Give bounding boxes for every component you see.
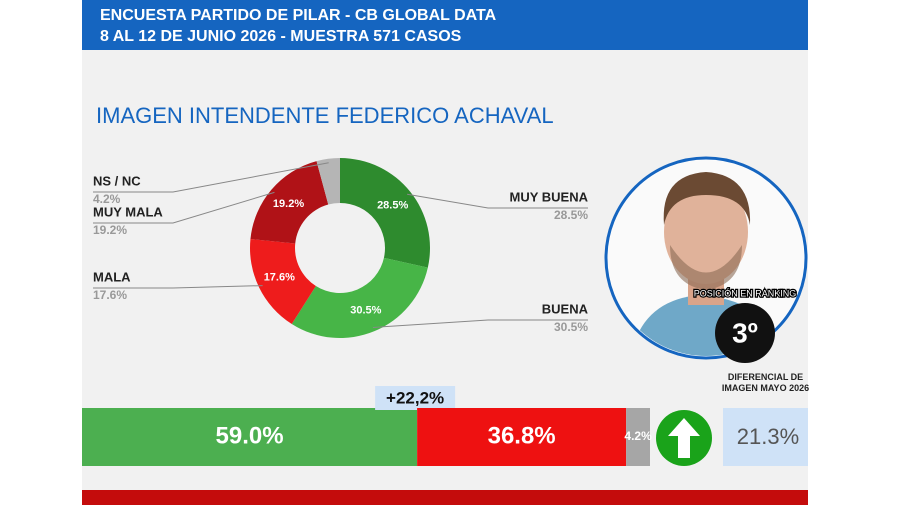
- value-label: 28.5%: [554, 208, 588, 222]
- donut-slice: [316, 158, 340, 205]
- donut-slice: [340, 158, 431, 268]
- diferencial-label: DIFERENCIAL DE IMAGEN MAYO 2026: [721, 372, 810, 393]
- header-line: 8 AL 12 DE JUNIO 2026 - MUESTRA 571 CASO…: [100, 28, 462, 45]
- donut-slice: [250, 161, 329, 244]
- donut-slice: [250, 238, 316, 324]
- category-label: MALA: [93, 269, 131, 284]
- value-label: 4.2%: [93, 192, 121, 206]
- header-line: ENCUESTA PARTIDO DE PILAR - CB GLOBAL DA…: [100, 7, 497, 24]
- annotation-box: [375, 386, 456, 410]
- footer-band: [82, 490, 808, 505]
- bar-label: 36.8%: [488, 422, 556, 449]
- slice-label: 28.5%: [377, 200, 408, 212]
- chart-title: IMAGEN INTENDENTE FEDERICO ACHAVAL: [96, 103, 554, 128]
- leader-line: [93, 191, 275, 224]
- leader-line: [407, 193, 588, 209]
- category-label: BUENA: [542, 301, 589, 316]
- leader-line: [93, 162, 329, 193]
- diferencial-box: [723, 408, 808, 466]
- bar-segment: [82, 408, 418, 466]
- ranking-value: 3º: [732, 317, 758, 348]
- profile: POSICIÓN EN RANKING 3º: [604, 156, 808, 363]
- leader-line: [372, 319, 588, 328]
- annotation: +22,2%: [386, 388, 444, 407]
- value-label: 19.2%: [93, 223, 127, 237]
- category-label: NS / NC: [93, 173, 141, 188]
- up-arrow: [668, 418, 700, 458]
- diferencial-label-box: DIFERENCIAL DE IMAGEN MAYO 2026: [721, 372, 810, 393]
- header-band: [82, 0, 808, 50]
- bar-label: 59.0%: [216, 422, 284, 449]
- value-label: 17.6%: [93, 288, 127, 302]
- slice-label: 30.5%: [350, 304, 381, 316]
- bar-label: 4.2%: [624, 429, 652, 443]
- diferencial-value: 21.3%: [737, 424, 799, 449]
- ranking-badge: [715, 303, 775, 363]
- value-label: 30.5%: [554, 320, 588, 334]
- slice-label: 19.2%: [273, 198, 304, 210]
- category-label: MUY BUENA: [510, 189, 589, 204]
- bar-segment: [626, 408, 650, 466]
- slice-label: 17.6%: [264, 271, 295, 283]
- category-label: MUY MALA: [93, 204, 163, 219]
- donut-slice: [291, 257, 428, 338]
- leader-line: [93, 285, 263, 289]
- bar-segment: [417, 408, 627, 466]
- ranking-label: POSICIÓN EN RANKING: [694, 288, 797, 298]
